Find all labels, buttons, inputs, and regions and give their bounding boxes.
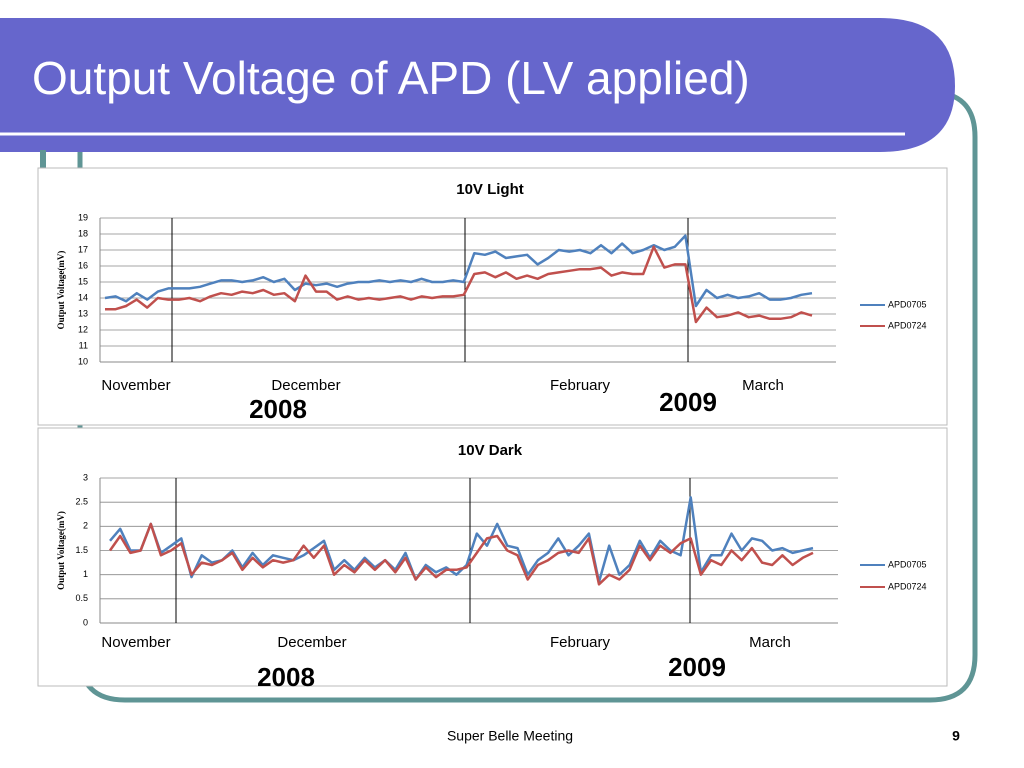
y-tick-label: 17 xyxy=(78,244,88,254)
x-label: November xyxy=(101,634,170,651)
year-label: 2009 xyxy=(668,652,726,682)
chart-box xyxy=(37,427,948,687)
footer: Super Belle Meeting xyxy=(447,728,573,744)
y-tick-label: 15 xyxy=(78,276,88,286)
y-tick-label: 11 xyxy=(79,340,88,350)
year-label: 2009 xyxy=(659,387,717,417)
y-tick-label: 2.5 xyxy=(75,497,88,507)
y-tick-label: 13 xyxy=(78,308,88,318)
y-tick-label: 10 xyxy=(78,356,88,366)
x-label: December xyxy=(277,634,346,651)
chart-box xyxy=(37,167,948,426)
y-tick-label: 1.5 xyxy=(75,545,88,555)
year-label: 2008 xyxy=(257,662,315,692)
y-tick-label: 1 xyxy=(83,569,88,579)
x-label: March xyxy=(742,377,784,394)
frame xyxy=(77,89,978,703)
x-label: November xyxy=(101,377,170,394)
data-line xyxy=(108,522,814,586)
y-tick-label: 0 xyxy=(83,617,88,627)
x-label: March xyxy=(749,634,791,651)
chart-title: 10V Dark xyxy=(458,442,523,459)
y-tick-label: 3 xyxy=(83,472,88,482)
x-label: February xyxy=(550,377,611,394)
legend-label: APD0705 xyxy=(888,559,927,569)
chart-title: 10V Light xyxy=(456,181,524,198)
y-tick-label: 14 xyxy=(78,292,88,302)
year-label: 2008 xyxy=(249,394,307,424)
data-line xyxy=(105,245,813,324)
legend-label: APD0705 xyxy=(888,299,927,309)
y-axis-label: Output Voltage(mV) xyxy=(56,511,66,590)
y-tick-label: 16 xyxy=(78,260,88,270)
legend-label: APD0724 xyxy=(888,581,927,591)
page-number: 9 xyxy=(952,728,960,744)
data-line xyxy=(104,234,813,308)
title-bar xyxy=(0,18,955,152)
x-label: February xyxy=(550,634,611,651)
y-tick-label: 18 xyxy=(78,228,88,238)
slide-title: Output Voltage of APD (LV applied) xyxy=(32,52,750,104)
x-label: December xyxy=(271,377,340,394)
y-axis-label: Output Voltage(mV) xyxy=(56,251,66,330)
y-tick-label: 2 xyxy=(83,521,88,531)
legend-label: APD0724 xyxy=(888,320,927,330)
accent xyxy=(40,150,46,170)
y-tick-label: 12 xyxy=(78,324,88,334)
y-tick-label: 19 xyxy=(78,212,88,222)
y-tick-label: 0.5 xyxy=(75,593,88,603)
